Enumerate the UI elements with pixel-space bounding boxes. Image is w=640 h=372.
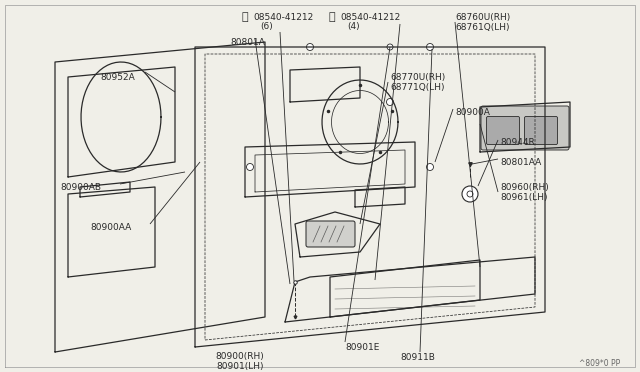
Circle shape	[387, 99, 394, 106]
Text: 80901E: 80901E	[345, 343, 380, 352]
Text: 80944R: 80944R	[500, 138, 535, 147]
Circle shape	[426, 44, 433, 51]
Text: 68770U(RH): 68770U(RH)	[390, 73, 445, 81]
Text: Ⓢ: Ⓢ	[242, 12, 248, 22]
Circle shape	[307, 44, 314, 51]
Text: 08540-41212: 08540-41212	[253, 13, 313, 22]
Text: ^809*0 PP: ^809*0 PP	[579, 359, 620, 369]
FancyBboxPatch shape	[306, 221, 355, 247]
Text: 80900AA: 80900AA	[90, 222, 131, 231]
FancyBboxPatch shape	[525, 116, 557, 144]
Text: 68760U(RH): 68760U(RH)	[455, 13, 510, 22]
Text: 80900(RH): 80900(RH)	[216, 353, 264, 362]
Circle shape	[467, 191, 473, 197]
Text: 80952A: 80952A	[100, 73, 135, 81]
Text: 80901(LH): 80901(LH)	[216, 362, 264, 371]
FancyBboxPatch shape	[481, 106, 569, 150]
Text: 68771Q(LH): 68771Q(LH)	[390, 83, 445, 92]
Text: (4): (4)	[347, 22, 360, 31]
Text: 08540-41212: 08540-41212	[340, 13, 400, 22]
Circle shape	[387, 44, 393, 50]
Text: 68761Q(LH): 68761Q(LH)	[455, 22, 509, 32]
Circle shape	[246, 164, 253, 170]
Text: (6): (6)	[260, 22, 273, 31]
Text: 80961(LH): 80961(LH)	[500, 192, 547, 202]
Text: 80900A: 80900A	[455, 108, 490, 116]
Text: 80960(RH): 80960(RH)	[500, 183, 548, 192]
Circle shape	[462, 186, 478, 202]
Text: 80900AB: 80900AB	[60, 183, 101, 192]
Circle shape	[426, 164, 433, 170]
Text: 80801AA: 80801AA	[500, 157, 541, 167]
Text: Ⓢ: Ⓢ	[329, 12, 335, 22]
Text: 80801A: 80801A	[230, 38, 265, 46]
Text: 80911B: 80911B	[400, 353, 435, 362]
FancyBboxPatch shape	[486, 116, 520, 144]
